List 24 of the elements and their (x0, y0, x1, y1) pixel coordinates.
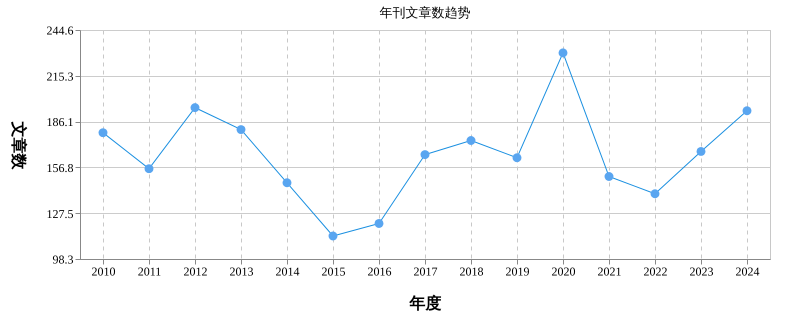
x-tick-label: 2015 (322, 264, 346, 278)
x-tick-label: 2019 (506, 264, 530, 278)
y-tick-label: 98.3 (52, 252, 74, 266)
x-tick-label: 2018 (460, 264, 484, 278)
y-tick-label: 127.5 (46, 206, 74, 221)
chart-title: 年刊文章数趋势 (380, 5, 470, 20)
x-tick-label: 2017 (414, 264, 438, 278)
x-tick-label: 2013 (230, 264, 254, 278)
x-tick-label: 2011 (138, 264, 162, 278)
y-tick-label: 215.3 (46, 69, 74, 84)
x-tick-label: 2010 (92, 264, 116, 278)
x-tick-label: 2016 (368, 264, 392, 278)
x-tick-label: 2022 (644, 264, 668, 278)
y-axis-title: 文章数 (10, 120, 28, 170)
x-tick-label: 2021 (598, 264, 622, 278)
y-tick-label: 244.6 (46, 24, 74, 38)
x-tick-label: 2012 (184, 264, 208, 278)
x-tick-label: 2023 (690, 264, 714, 278)
y-tick-label: 156.8 (46, 160, 74, 175)
x-axis-title: 年度 (408, 294, 442, 312)
x-tick-label: 2014 (276, 264, 300, 278)
x-tick-label: 2020 (552, 264, 576, 278)
x-tick-label: 2024 (736, 264, 760, 278)
y-tick-label: 186.1 (46, 115, 74, 130)
